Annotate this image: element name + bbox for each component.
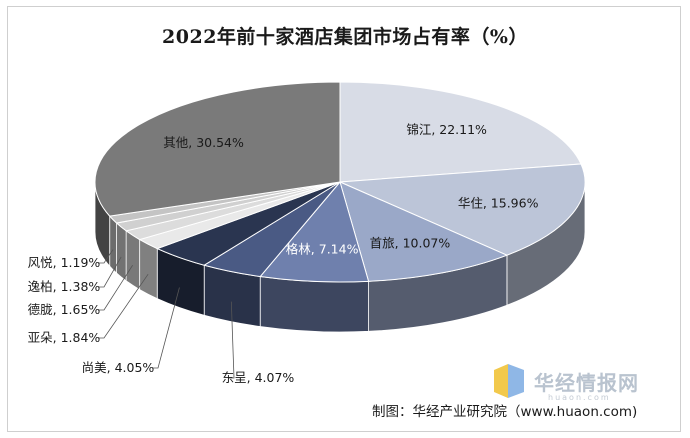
slice-e5b09ae7be8e-leader bbox=[152, 287, 180, 369]
slice-e585b6e4bb96-top bbox=[94, 81, 341, 217]
slice-e994a6e6b19f-top bbox=[339, 81, 582, 183]
slice-e58d8ee4bd8f-top bbox=[339, 163, 586, 256]
slice-e4ba9ae69cb5-label: 亚朵, 1.84% bbox=[28, 330, 101, 345]
slice-e5b09ae7be8e-label: 尚美, 4.05% bbox=[82, 360, 155, 375]
source-note: 制图：华经产业研究院（www.huaon.com) bbox=[372, 404, 638, 420]
watermark-text: 华经情报网 bbox=[534, 370, 639, 395]
slice-e980b8e69f8f-leader bbox=[98, 256, 122, 288]
slice-e9a38ee682a6-leader bbox=[98, 249, 114, 264]
slice-e9a696e69785-label: 首旅, 10.07% bbox=[370, 236, 451, 251]
slice-e5beb7e883a7-side bbox=[125, 229, 141, 291]
slice-e585b6e4bb96-label: 其他, 30.54% bbox=[163, 135, 244, 150]
watermark-sub: huaon.com bbox=[548, 393, 611, 402]
slice-e4ba9ae69cb5-side bbox=[139, 238, 158, 300]
slice-e6a0bce69e97-label: 格林, 7.14% bbox=[286, 242, 359, 257]
slice-e5beb7e883a7-label: 德胧, 1.65% bbox=[28, 302, 101, 317]
slice-e9a38ee682a6-side bbox=[109, 215, 117, 274]
chart-title: 2022年前十家酒店集团市场占有率（%） bbox=[162, 26, 528, 48]
slice-e6a0bce69e97-side bbox=[259, 276, 369, 333]
slice-e5beb7e883a7-leader bbox=[98, 265, 133, 311]
slice-e9a38ee682a6-label: 风悦, 1.19% bbox=[28, 255, 101, 270]
slice-e4ba9ae69cb5-leader bbox=[98, 273, 149, 339]
huajing-logo-icon bbox=[494, 364, 524, 398]
slice-e4b89ce59188-leader bbox=[228, 301, 235, 379]
slice-e6a0bce69e97-top bbox=[259, 180, 370, 283]
slice-e980b8e69f8f-label: 逸柏, 1.38% bbox=[28, 279, 101, 294]
slice-e4b89ce59188-label: 东呈, 4.07% bbox=[222, 370, 295, 385]
watermark: 华经情报网 bbox=[492, 364, 639, 398]
slice-e9a696e69785-top bbox=[339, 181, 509, 282]
slice-e994a6e6b19f-label: 锦江, 22.11% bbox=[406, 122, 487, 137]
slice-e58d8ee4bd8f-label: 华住, 15.96% bbox=[458, 195, 539, 210]
slice-e980b8e69f8f-side bbox=[116, 222, 127, 282]
